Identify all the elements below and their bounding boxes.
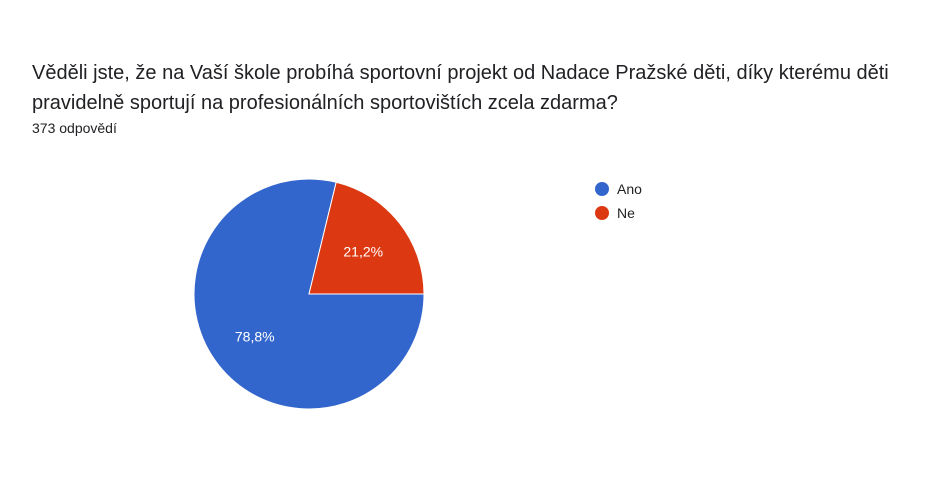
legend-label-ne: Ne (617, 205, 635, 221)
legend-swatch-ano (595, 182, 609, 196)
question-title: Věděli jste, že na Vaší škole probíhá sp… (32, 62, 889, 114)
legend-swatch-ne (595, 206, 609, 220)
legend-label-ano: Ano (617, 181, 642, 197)
response-count: 373 odpovědí (32, 120, 117, 136)
slice-label-ne: 21,2% (343, 243, 383, 259)
legend-item-ano[interactable]: Ano (595, 177, 642, 201)
slice-label-ano: 78,8% (235, 329, 275, 345)
legend-item-ne[interactable]: Ne (595, 201, 642, 225)
pie-slice-ne[interactable] (308, 181, 425, 295)
chart-legend: Ano Ne (595, 177, 642, 225)
pie-slice-ano[interactable] (193, 178, 425, 410)
